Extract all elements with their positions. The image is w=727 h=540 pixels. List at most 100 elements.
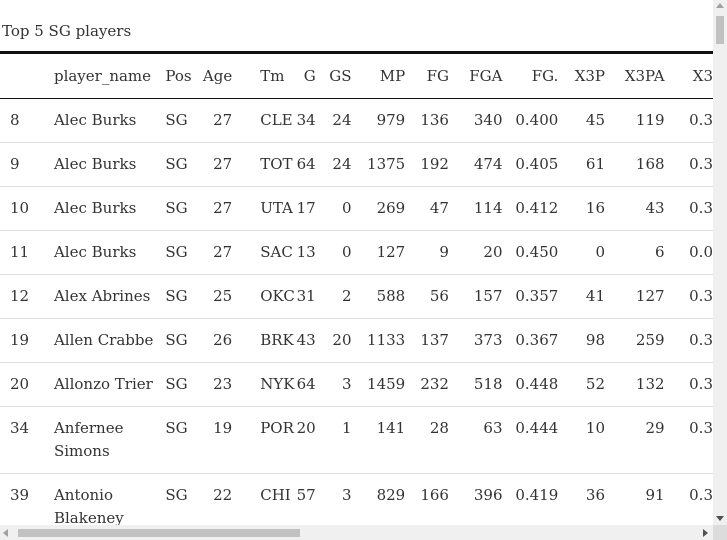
table-cell: 259 [614,318,674,363]
column-header: Tm [242,52,295,99]
column-header: X3PA [614,52,674,99]
players-table: player_name Pos Age Tm G GS MP FG FGA FG. X3P X3PA X… [0,51,713,525]
table-cell: 137 [414,318,458,363]
table-cell: 9 [414,230,458,275]
table-cell: 588 [360,274,415,319]
table-cell: 114 [457,186,512,231]
table-cell: Alec Burks [53,98,166,143]
table-cell: 20 [0,362,54,407]
column-header: Pos [165,52,203,99]
table-cell: 132 [614,362,674,407]
table-body: 8 Alec Burks SG 27 CLE 34 24 979 136 340 0.400 45 11… [0,98,713,525]
table-cell: 10 [0,186,54,231]
table-cell: 0 [324,230,361,275]
vertical-scrollbar[interactable] [713,0,727,525]
table-row: 12 Alex Abrines SG 25 OKC 31 2 588 56 157 0.357 41 1… [0,274,713,319]
table-cell: 27 [202,186,243,231]
table-cell: BRK [242,318,295,363]
column-header: player_name [53,52,166,99]
table-cell: 22 [202,473,243,525]
table-cell: 0.450 [511,230,568,275]
table-cell: 25 [202,274,243,319]
table-cell: 43 [294,318,325,363]
column-header [0,52,54,99]
table-cell: 19 [202,406,243,474]
table-cell: 11 [0,230,54,275]
table-cell: 0.3 [673,142,713,187]
scroll-down-icon[interactable] [716,516,724,521]
table-cell: 232 [414,362,458,407]
table-cell: 0.3 [673,473,713,525]
table-cell: 127 [614,274,674,319]
table-cell: 0.357 [511,274,568,319]
table-cell: 12 [0,274,54,319]
table-cell: 34 [294,98,325,143]
table-cell: 24 [324,98,361,143]
horizontal-scroll-thumb[interactable] [18,529,300,537]
table-cell: 2 [324,274,361,319]
column-header: FG [414,52,458,99]
table-cell: 10 [567,406,615,474]
table-cell: 3 [324,473,361,525]
table-cell: 829 [360,473,415,525]
table-cell: 20 [457,230,512,275]
table-cell: 979 [360,98,415,143]
table-cell: SG [165,230,203,275]
table-cell: 28 [414,406,458,474]
table-cell: SG [165,98,203,143]
scroll-left-icon[interactable] [3,529,8,537]
table-cell: 31 [294,274,325,319]
scroll-up-icon[interactable] [716,3,724,8]
table-cell: SG [165,318,203,363]
table-cell: Anfernee Simons [53,406,166,474]
table-cell: 1459 [360,362,415,407]
table-cell: 9 [0,142,54,187]
table-cell: 1 [324,406,361,474]
table-cell: 0.3 [673,98,713,143]
table-cell: 0.367 [511,318,568,363]
table-cell: 91 [614,473,674,525]
table-cell: POR [242,406,295,474]
table-cell: Allen Crabbe [53,318,166,363]
table-cell: 36 [567,473,615,525]
table-cell: CLE [242,98,295,143]
table-cell: 474 [457,142,512,187]
table-row: 39 Antonio Blakeney SG 22 CHI 57 3 829 166 396 0.4… [0,473,713,525]
table-cell: 0.448 [511,362,568,407]
table-cell: 43 [614,186,674,231]
table-cell: 141 [360,406,415,474]
column-header: FG. [511,52,568,99]
table-cell: 34 [0,406,54,474]
column-header: X3 [673,52,713,99]
column-header: GS [324,52,361,99]
header-row: player_name Pos Age Tm G GS MP FG FGA FG. X3P X3PA X… [0,52,713,99]
table-cell: 29 [614,406,674,474]
table-cell: 518 [457,362,512,407]
table-cell: 0.444 [511,406,568,474]
table-cell: 168 [614,142,674,187]
table-cell: 27 [202,142,243,187]
table-cell: UTA [242,186,295,231]
table-cell: Alec Burks [53,230,166,275]
table-cell: 24 [324,142,361,187]
table-viewport[interactable]: player_name Pos Age Tm G GS MP FG FGA FG. X3P X3PA X… [0,51,713,525]
table-cell: 64 [294,362,325,407]
vertical-scroll-thumb[interactable] [716,16,724,44]
table-cell: 20 [324,318,361,363]
table-cell: SG [165,142,203,187]
scroll-right-icon[interactable] [703,529,708,537]
column-header: G [294,52,325,99]
table-cell: 26 [202,318,243,363]
table-cell: 0.3 [673,318,713,363]
table-cell: 41 [567,274,615,319]
column-header: MP [360,52,415,99]
table-cell: 192 [414,142,458,187]
table-cell: CHI [242,473,295,525]
table-cell: TOT [242,142,295,187]
table-cell: 340 [457,98,512,143]
table-cell: 13 [294,230,325,275]
column-header: X3P [567,52,615,99]
table-cell: 23 [202,362,243,407]
horizontal-scrollbar[interactable] [0,525,713,540]
table-row: 34 Anfernee Simons SG 19 POR 20 1 141 28 63 0.444 1… [0,406,713,474]
